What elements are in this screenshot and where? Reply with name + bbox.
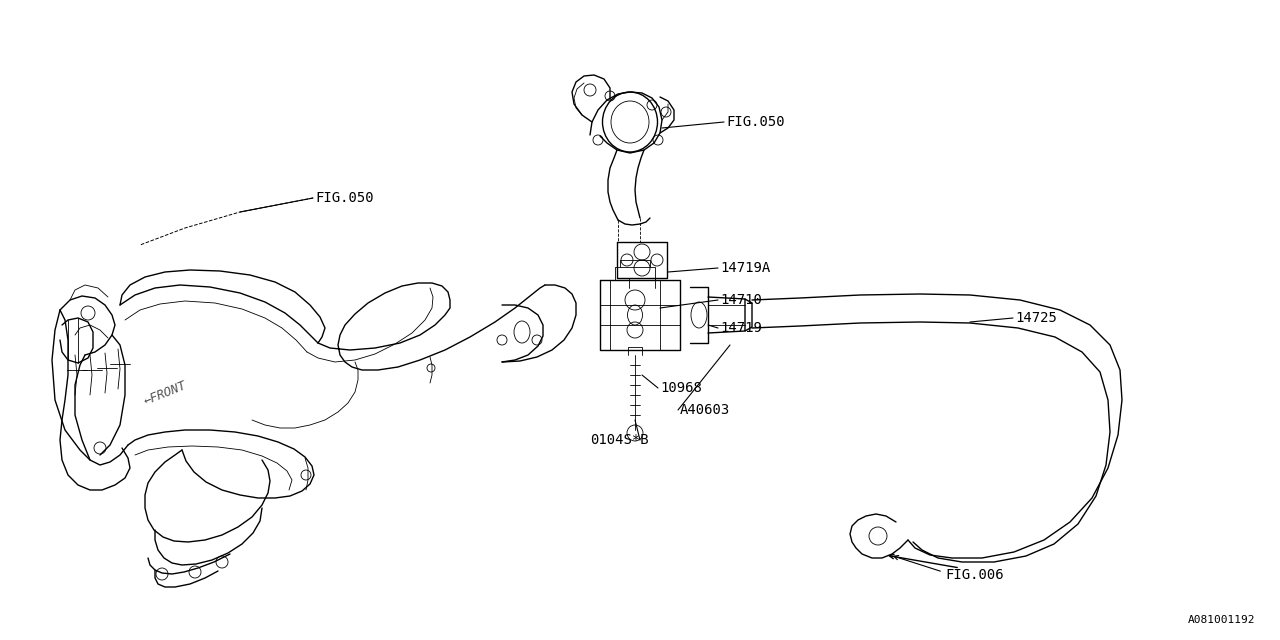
Text: A40603: A40603	[680, 403, 731, 417]
Text: 14719: 14719	[721, 321, 762, 335]
Text: FIG.050: FIG.050	[726, 115, 785, 129]
Text: 10968: 10968	[660, 381, 701, 395]
Text: FIG.050: FIG.050	[315, 191, 374, 205]
Text: 14719A: 14719A	[721, 261, 771, 275]
Text: ←FRONT: ←FRONT	[142, 378, 188, 408]
Text: FIG.006: FIG.006	[945, 568, 1004, 582]
Text: 14710: 14710	[721, 293, 762, 307]
Text: 14725: 14725	[1015, 311, 1057, 325]
Text: A081001192: A081001192	[1188, 615, 1254, 625]
Text: 0104S*B: 0104S*B	[590, 433, 649, 447]
